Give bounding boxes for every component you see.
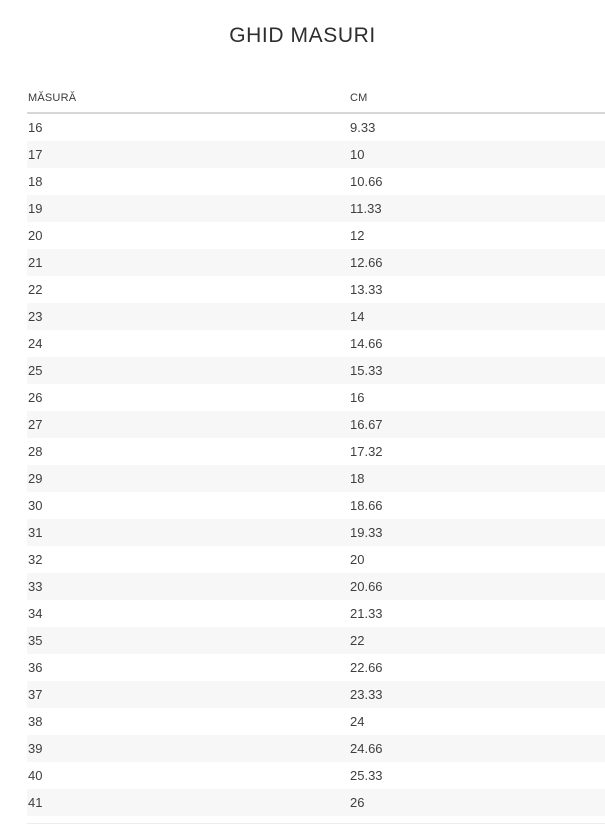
size-cell: 22 (28, 282, 43, 297)
column-header-cm: CM (349, 88, 605, 114)
table-row: 30 18.66 (27, 492, 605, 519)
size-cell: 23 (28, 309, 43, 324)
cm-cell: 24.66 (350, 741, 383, 756)
size-cell: 39 (28, 741, 43, 756)
table-row: 18 10.66 (27, 168, 605, 195)
size-cell: 18 (28, 174, 43, 189)
table-row: 19 11.33 (27, 195, 605, 222)
table-row: 29 18 (27, 465, 605, 492)
table-row: 38 24 (27, 708, 605, 735)
cm-cell: 14.66 (350, 336, 383, 351)
size-cell: 21 (28, 255, 43, 270)
cm-cell: 9.33 (350, 120, 376, 135)
size-cell: 37 (28, 687, 43, 702)
table-row: 17 10 (27, 141, 605, 168)
cm-cell: 26 (350, 795, 365, 810)
cm-cell: 20.66 (350, 579, 383, 594)
table-header: MĂSURĂ CM (27, 88, 605, 114)
table-row: 35 22 (27, 627, 605, 654)
cm-cell: 10.66 (350, 174, 383, 189)
table-row: 28 17.32 (27, 438, 605, 465)
cm-cell: 14 (350, 309, 365, 324)
cm-cell: 12.66 (350, 255, 383, 270)
size-cell: 36 (28, 660, 43, 675)
size-cell: 40 (28, 768, 43, 783)
size-cell: 38 (28, 714, 43, 729)
column-header-masura: MĂSURĂ (27, 88, 349, 114)
cm-cell: 25.33 (350, 768, 383, 783)
cm-cell: 15.33 (350, 363, 383, 378)
table-row: 24 14.66 (27, 330, 605, 357)
size-cell: 28 (28, 444, 43, 459)
size-cell: 35 (28, 633, 43, 648)
cm-cell: 17.32 (350, 444, 383, 459)
table-row: 40 25.33 (27, 762, 605, 789)
table-row: 32 20 (27, 546, 605, 573)
size-cell: 33 (28, 579, 43, 594)
size-cell: 17 (28, 147, 43, 162)
table-row: 25 15.33 (27, 357, 605, 384)
page-title: GHID MASURI (229, 24, 376, 47)
table-row: 36 22.66 (27, 654, 605, 681)
cm-cell: 13.33 (350, 282, 383, 297)
table-row: 34 21.33 (27, 600, 605, 627)
cm-cell: 10 (350, 147, 365, 162)
cm-cell: 18.66 (350, 498, 383, 513)
table-row: 31 19.33 (27, 519, 605, 546)
cm-cell: 24 (350, 714, 365, 729)
table-row: 27 16.67 (27, 411, 605, 438)
table-row: 21 12.66 (27, 249, 605, 276)
cm-cell: 23.33 (350, 687, 383, 702)
table-row: 22 13.33 (27, 276, 605, 303)
size-guide-table: MĂSURĂ CM 16 9.33 17 10 18 10.66 19 11.33 20 12 21… (27, 88, 605, 816)
size-cell: 27 (28, 417, 43, 432)
size-cell: 29 (28, 471, 43, 486)
size-cell: 24 (28, 336, 43, 351)
table-row: 16 9.33 (27, 113, 605, 141)
size-cell: 32 (28, 552, 43, 567)
table-row: 41 26 (27, 789, 605, 816)
table-row: 33 20.66 (27, 573, 605, 600)
cm-cell: 22 (350, 633, 365, 648)
cm-cell: 16.67 (350, 417, 383, 432)
size-cell: 30 (28, 498, 43, 513)
header-row: MĂSURĂ CM (27, 88, 605, 114)
cm-cell: 11.33 (350, 201, 382, 216)
cm-cell: 21.33 (350, 606, 383, 621)
cm-cell: 19.33 (350, 525, 383, 540)
size-cell: 26 (28, 390, 43, 405)
table-row: 20 12 (27, 222, 605, 249)
table-row: 23 14 (27, 303, 605, 330)
table-bottom-divider (27, 816, 605, 824)
size-cell: 25 (28, 363, 43, 378)
size-cell: 20 (28, 228, 43, 243)
cm-cell: 18 (350, 471, 365, 486)
cm-cell: 16 (350, 390, 365, 405)
size-cell: 34 (28, 606, 43, 621)
cm-cell: 20 (350, 552, 365, 567)
table-row: 26 16 (27, 384, 605, 411)
cm-cell: 22.66 (350, 660, 383, 675)
table-row: 39 24.66 (27, 735, 605, 762)
table-body: 16 9.33 17 10 18 10.66 19 11.33 20 12 21 12.66 22 13.… (27, 113, 605, 816)
size-cell: 41 (28, 795, 43, 810)
size-cell: 19 (28, 201, 43, 216)
table-row: 37 23.33 (27, 681, 605, 708)
cm-cell: 12 (350, 228, 365, 243)
size-cell: 16 (28, 120, 43, 135)
size-cell: 31 (28, 525, 43, 540)
